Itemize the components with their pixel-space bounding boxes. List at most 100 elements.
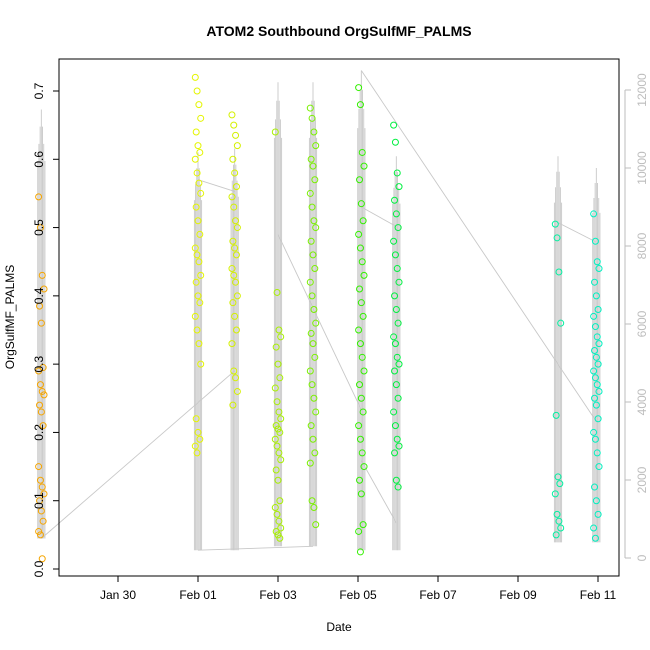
data-point: [275, 408, 283, 416]
data-point: [230, 367, 238, 375]
data-point: [595, 265, 603, 273]
data-point: [228, 111, 236, 119]
y-axis: 0.0 0.1 0.2 0.3 0.4 0.5 0.6 0.7: [32, 82, 59, 577]
data-point: [233, 387, 241, 395]
data-point: [233, 142, 241, 150]
data-point: [392, 306, 400, 314]
data-point: [307, 155, 315, 163]
data-point: [192, 278, 200, 286]
data-point: [394, 319, 402, 327]
data-point: [275, 449, 283, 457]
data-point: [590, 428, 598, 436]
y-tick-label: 0.7: [32, 82, 46, 99]
data-point: [590, 524, 598, 532]
data-point: [553, 510, 561, 518]
data-point: [552, 531, 560, 539]
transit-line: [197, 545, 314, 551]
data-point: [193, 169, 201, 177]
data-point: [229, 155, 237, 163]
data-point: [229, 237, 237, 245]
data-point: [359, 521, 367, 529]
data-point: [390, 333, 398, 341]
data-point: [231, 312, 239, 320]
data-point: [272, 422, 280, 430]
data-point: [355, 326, 363, 334]
data-point: [557, 319, 565, 327]
data-point: [591, 435, 599, 443]
data-point: [194, 428, 202, 436]
data-point: [193, 449, 201, 457]
data-point: [195, 340, 203, 348]
data-point: [310, 394, 318, 402]
data-point: [276, 374, 284, 382]
data-point: [311, 353, 319, 361]
data-point: [196, 148, 204, 156]
data-point: [232, 278, 240, 286]
data-point: [310, 504, 318, 512]
data-point: [229, 299, 237, 307]
right-tick-label: 12000: [635, 73, 649, 107]
data-point: [228, 265, 236, 273]
data-point: [392, 476, 400, 484]
transit-line: [360, 460, 397, 524]
data-point: [590, 367, 598, 375]
data-point: [594, 360, 602, 368]
data-point: [273, 398, 281, 406]
data-point: [357, 299, 365, 307]
data-point: [38, 271, 46, 279]
data-point: [392, 210, 400, 218]
data-point: [359, 312, 367, 320]
data-point: [196, 435, 204, 443]
data-point: [391, 449, 399, 457]
data-point: [358, 148, 366, 156]
data-point: [312, 142, 320, 150]
data-point: [307, 422, 315, 430]
data-point: [36, 531, 44, 539]
data-point: [193, 326, 201, 334]
data-point: [356, 340, 364, 348]
data-point: [35, 367, 43, 375]
data-point: [356, 381, 364, 389]
data-point: [35, 193, 43, 201]
x-tick-label: Feb 05: [339, 588, 377, 602]
data-point: [271, 384, 279, 392]
data-point: [232, 183, 240, 191]
data-point: [272, 466, 280, 474]
data-point: [591, 483, 599, 491]
data-point: [312, 224, 320, 232]
right-axis: 0 2000 4000 6000 8000 10000 12000: [624, 73, 649, 561]
data-point: [191, 155, 199, 163]
data-point: [594, 306, 602, 314]
data-point: [191, 73, 199, 81]
data-point: [309, 251, 317, 259]
data-point: [357, 490, 365, 498]
data-point: [40, 391, 48, 399]
data-point: [592, 292, 600, 300]
data-point: [277, 456, 285, 464]
data-point: [272, 343, 280, 351]
data-point: [591, 323, 599, 331]
data-point: [590, 210, 598, 218]
data-point: [40, 490, 48, 498]
data-point: [232, 131, 240, 139]
data-point: [193, 251, 201, 259]
data-point: [37, 408, 45, 416]
data-point: [306, 367, 314, 375]
y-tick-label: 0.6: [32, 151, 46, 168]
data-point: [195, 258, 203, 266]
data-point: [552, 411, 560, 419]
data-point: [306, 189, 314, 197]
right-tick-label: 8000: [635, 232, 649, 259]
data-point: [308, 381, 316, 389]
data-point: [393, 169, 401, 177]
data-point: [230, 203, 238, 211]
data-point: [311, 449, 319, 457]
data-point: [194, 142, 202, 150]
data-point: [360, 271, 368, 279]
data-point: [390, 121, 398, 129]
data-point: [391, 422, 399, 430]
data-point: [229, 401, 237, 409]
y-axis-label: OrgSulfMF_PALMS: [3, 265, 17, 369]
data-point: [359, 408, 367, 416]
